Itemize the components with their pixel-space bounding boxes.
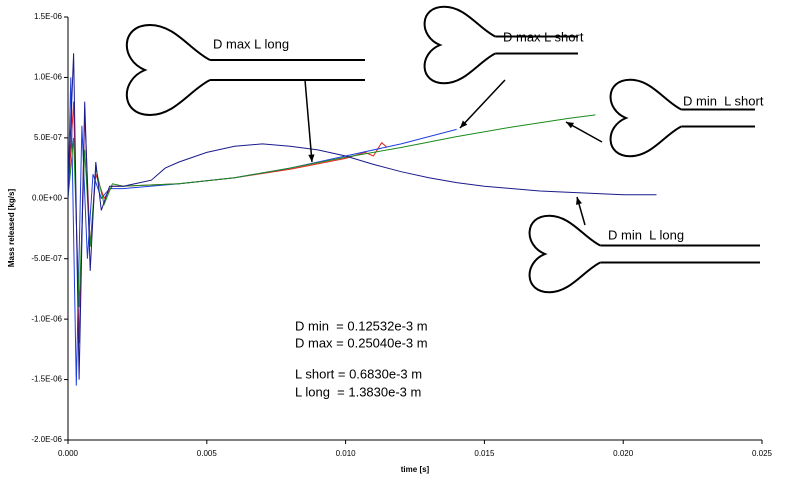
y-tick-label: 1.5E-06 [34, 12, 63, 21]
x-tick-label: 0.005 [197, 449, 218, 458]
series-label: D max L long [213, 36, 289, 51]
arrow-head [566, 122, 574, 129]
y-tick-label: 1.0E-06 [34, 73, 63, 82]
series-label: D min L long [608, 227, 684, 242]
y-tick-label: -5.0E-07 [31, 254, 62, 263]
y-tick-label: -2.0E-06 [31, 435, 62, 444]
x-tick-label: 0.010 [336, 449, 357, 458]
x-tick-label: 0.025 [752, 449, 773, 458]
y-tick-label: 5.0E-07 [34, 133, 63, 142]
y-tick-label: -1.5E-06 [31, 375, 62, 384]
heart [528, 214, 601, 294]
series-line [67, 53, 657, 380]
x-tick-label: 0.020 [613, 449, 634, 458]
annotation: D max = 0.25040e-3 m [295, 335, 428, 350]
y-tick-label: -1.0E-06 [31, 314, 62, 323]
heart [609, 78, 682, 158]
arrow-head [308, 154, 315, 162]
heart [125, 23, 211, 117]
annotation: L short = 0.6830e-3 m [295, 366, 422, 381]
y-tick-label: 0.0E+00 [32, 193, 63, 202]
annotation: L long = 1.3830e-3 m [295, 384, 421, 399]
arrow [304, 79, 313, 163]
series-label: D max L short [503, 29, 584, 44]
y-axis-title: Mass released [kg/s] [7, 189, 16, 268]
x-axis-title: time [s] [401, 465, 430, 474]
x-tick-label: 0.000 [58, 449, 79, 458]
series-line [67, 114, 596, 308]
annotation: D min = 0.12532e-3 m [295, 318, 428, 333]
series-label: D min L short [683, 93, 764, 108]
arrow [459, 79, 506, 129]
x-tick-label: 0.015 [474, 449, 495, 458]
heart [423, 5, 496, 85]
arrow-head [460, 120, 468, 128]
series-line [67, 101, 388, 344]
arrow-head [576, 197, 582, 205]
